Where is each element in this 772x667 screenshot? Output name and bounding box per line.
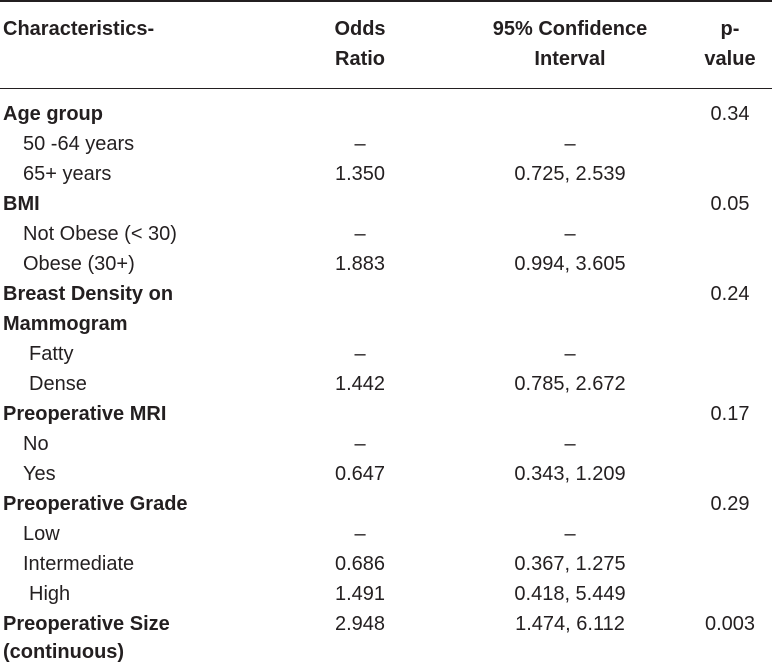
group-label-age: Age group (3, 103, 103, 125)
top-rule (0, 0, 772, 2)
header-ci-line2: Interval (534, 48, 606, 70)
group-label-mri: Preoperative MRI (3, 403, 167, 425)
ci-cell: 0.367, 1.275 (514, 553, 626, 575)
group-label-grade: Preoperative Grade (3, 493, 188, 515)
row-label: Intermediate (23, 553, 135, 575)
ci-cell: 0.418, 5.449 (514, 583, 626, 605)
p-value-age: 0.34 (710, 103, 750, 125)
ci-cell: 0.343, 1.209 (514, 463, 626, 485)
header-odds-ratio-line2: Ratio (335, 48, 385, 70)
ci-cell: 0.785, 2.672 (514, 373, 626, 395)
p-value-mri: 0.17 (710, 403, 750, 425)
odds-ratio-cell: 1.442 (334, 373, 386, 395)
ci-cell: 0.725, 2.539 (514, 163, 626, 185)
row-label: Not Obese (< 30) (23, 223, 177, 245)
ci-size: 1.474, 6.112 (515, 613, 625, 635)
row-label: Fatty (29, 343, 74, 365)
ci-cell: – (564, 523, 576, 545)
group-label-breast-density-cont: Mammogram (3, 313, 128, 335)
row-label: Obese (30+) (23, 253, 135, 275)
odds-ratio-cell: 1.491 (334, 583, 386, 605)
row-label: Low (23, 523, 60, 545)
p-value-breast-density: 0.24 (710, 283, 750, 305)
odds-ratio-size: 2.948 (334, 613, 386, 635)
odds-ratio-cell: – (354, 133, 366, 155)
group-label-size: Preoperative Size (3, 613, 170, 635)
odds-ratio-cell: – (354, 523, 366, 545)
group-label-size-cont: (continuous) (3, 641, 125, 663)
group-label-bmi: BMI (3, 193, 40, 215)
row-label: Yes (23, 463, 56, 485)
ci-cell: 0.994, 3.605 (514, 253, 626, 275)
row-label: 50 -64 years (23, 133, 135, 155)
p-value-grade: 0.29 (710, 493, 750, 515)
odds-ratio-cell: 0.686 (334, 553, 386, 575)
ci-cell: – (564, 133, 576, 155)
odds-ratio-cell: 0.647 (334, 463, 386, 485)
ci-cell: – (564, 433, 576, 455)
row-label: Dense (29, 373, 87, 395)
header-p-line1: p- (720, 18, 740, 40)
row-label: 65+ years (23, 163, 112, 185)
p-value-size: 0.003 (704, 613, 756, 635)
odds-ratio-cell: – (354, 343, 366, 365)
ci-cell: – (564, 223, 576, 245)
header-p-line2: value (704, 48, 756, 70)
header-odds-ratio-line1: Odds (334, 18, 386, 40)
odds-ratio-cell: – (354, 223, 366, 245)
p-value-bmi: 0.05 (710, 193, 750, 215)
group-label-breast-density: Breast Density on (3, 283, 174, 305)
ci-cell: – (564, 343, 576, 365)
odds-ratio-cell: – (354, 433, 366, 455)
header-characteristics: Characteristics- (3, 18, 155, 40)
header-rule (0, 88, 772, 89)
header-ci-line1: 95% Confidence (492, 18, 648, 40)
odds-ratio-cell: 1.883 (334, 253, 386, 275)
row-label: High (29, 583, 71, 605)
odds-ratio-cell: 1.350 (334, 163, 386, 185)
row-label: No (23, 433, 49, 455)
